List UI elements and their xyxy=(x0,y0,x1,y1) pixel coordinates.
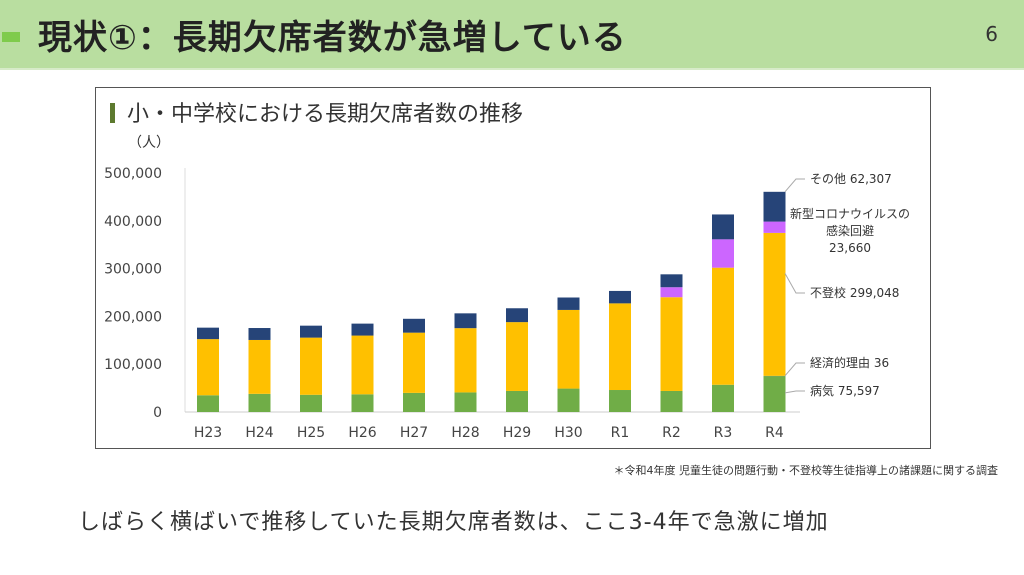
bar-segment xyxy=(197,339,219,396)
bar-segment xyxy=(557,297,580,310)
bar-segment xyxy=(763,221,786,233)
summary-message: しばらく横ばいで推移していた長期欠席者数は、ここ3-4年で急激に増加 xyxy=(78,510,829,535)
bar-segment xyxy=(712,214,734,240)
bar-segment xyxy=(712,267,734,385)
annotation-label: 23,660 xyxy=(829,241,871,255)
bar-segment xyxy=(506,390,528,412)
bar-segment xyxy=(609,390,631,412)
bar-segment xyxy=(403,392,425,412)
page-number: 6 xyxy=(985,22,998,46)
bar-segment xyxy=(197,327,219,340)
bar-segment xyxy=(403,332,425,393)
annotation-label: 経済的理由 36 xyxy=(810,355,889,370)
bar-segment xyxy=(712,239,734,268)
x-tick-label: R3 xyxy=(714,425,733,441)
bar-segment xyxy=(763,191,786,222)
annotation-leader xyxy=(784,273,805,294)
bar-segment xyxy=(506,308,528,323)
y-tick-label: 300,000 xyxy=(104,262,162,278)
y-axis-unit: （人） xyxy=(128,135,170,151)
bar-segment xyxy=(609,290,631,304)
bar-segment xyxy=(351,323,374,336)
y-tick-label: 0 xyxy=(153,405,162,421)
bar-segment xyxy=(454,392,477,412)
x-tick-label: H29 xyxy=(503,425,531,441)
x-tick-label: H24 xyxy=(245,425,273,441)
bar-segment xyxy=(506,322,528,391)
bar-segment xyxy=(660,287,683,298)
annotation-leader xyxy=(784,390,805,394)
header-marker xyxy=(2,32,20,42)
x-tick-label: H26 xyxy=(348,425,376,441)
y-tick-label: 200,000 xyxy=(104,309,162,325)
x-tick-label: H25 xyxy=(297,425,325,441)
annotation-label: 新型コロナウイルスの xyxy=(790,206,910,221)
bar-segment xyxy=(660,274,683,288)
annotation-leader xyxy=(784,362,805,377)
annotation-leader xyxy=(784,178,805,193)
slide-title: 現状①：長期欠席者数が急増している xyxy=(38,18,627,58)
x-tick-label: R2 xyxy=(662,425,681,441)
bar-segment xyxy=(300,337,322,395)
annotation-label: 病気 75,597 xyxy=(810,383,880,398)
bar-segment xyxy=(351,335,374,395)
slide-header: 現状①：長期欠席者数が急増している 6 xyxy=(0,0,1024,70)
bar-segment xyxy=(300,325,322,338)
chart-title: 小・中学校における長期欠席者数の推移 xyxy=(110,96,523,128)
y-tick-label: 500,000 xyxy=(104,166,162,182)
bar-segment xyxy=(712,384,734,412)
x-tick-label: H27 xyxy=(400,425,428,441)
bar-segment xyxy=(248,328,271,340)
bar-segment xyxy=(660,390,683,412)
bar-segment xyxy=(763,232,786,376)
x-tick-label: R1 xyxy=(611,425,630,441)
bar-segment xyxy=(454,328,477,393)
x-tick-label: H30 xyxy=(554,425,582,441)
x-tick-label: H28 xyxy=(451,425,479,441)
bar-segment xyxy=(557,388,580,412)
bar-segment xyxy=(403,318,425,333)
annotation-label: その他 62,307 xyxy=(810,172,892,186)
bar-segment xyxy=(300,394,322,412)
bar-segment xyxy=(609,303,631,391)
bar-segment xyxy=(351,394,374,412)
bar-segment xyxy=(248,393,271,412)
source-footnote: ＊令和4年度 児童生徒の問題行動・不登校等生徒指導上の諸課題に関する調査 xyxy=(613,464,999,477)
bar-segment xyxy=(197,395,219,412)
y-tick-label: 400,000 xyxy=(104,214,162,230)
x-tick-label: H23 xyxy=(194,425,222,441)
x-tick-label: R4 xyxy=(765,425,784,441)
annotation-label: 不登校 299,048 xyxy=(810,285,899,300)
bar-segment xyxy=(248,339,271,394)
bar-segment xyxy=(557,309,580,389)
y-tick-label: 100,000 xyxy=(104,357,162,373)
bar-segment xyxy=(454,313,477,329)
bar-segment xyxy=(763,375,786,412)
bar-segment xyxy=(660,297,683,391)
annotation-label: 感染回避 xyxy=(826,223,874,238)
